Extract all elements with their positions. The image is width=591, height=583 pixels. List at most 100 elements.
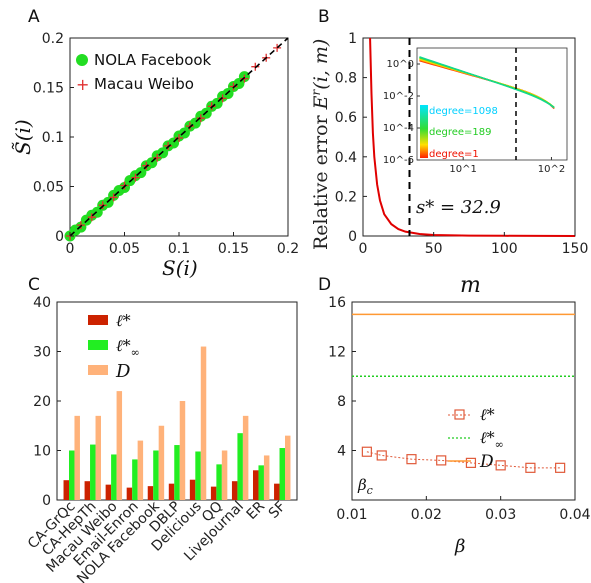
panel-d-ticks: 0.01 0.02 0.03 0.04 4 8 12 16	[328, 295, 591, 523]
lstar-marker	[555, 462, 566, 473]
panel-b-chart: 0 50 100 150 0 0.2 0.4 0.6 0.8 1 s* = 32.9 m Rela…	[309, 31, 588, 298]
bar-0	[63, 480, 69, 500]
panel-a-legend: NOLA Facebook + Macau Weibo	[76, 51, 212, 94]
legend-swatch-lstar	[88, 315, 108, 325]
inset-colorbar-label-top: degree=1098	[429, 106, 498, 117]
y-tick-label: 30	[33, 345, 51, 361]
panel-a-xlabel: S(i)	[162, 256, 198, 280]
bar-1	[69, 450, 75, 500]
inset-y-tick-label: 10^-6	[383, 155, 414, 166]
legend-marker-nola	[76, 54, 88, 66]
lstar-marker	[406, 454, 417, 465]
x-tick-label: 0.01	[336, 507, 367, 523]
y-tick-label: 12	[328, 345, 346, 361]
bar-1	[216, 464, 222, 500]
legend-label-lstar-d: ℓ*	[480, 405, 495, 424]
bar-0	[253, 470, 259, 500]
inset-ticks: 10^1 10^2 10^0 10^-2 10^-4 10^-6	[383, 59, 565, 175]
panel-b-xlabel: m	[460, 273, 481, 298]
bar-1	[279, 448, 285, 500]
lstar-marker	[495, 460, 506, 471]
macau-point	[175, 133, 183, 142]
macau-point	[196, 114, 205, 123]
legend-swatch-d	[88, 365, 108, 375]
y-tick-label: 0.4	[335, 150, 357, 166]
x-tick-label: 0.05	[109, 241, 140, 257]
panel-b-annotation: s* = 32.9	[416, 197, 501, 218]
y-tick-label: 0.8	[335, 71, 357, 87]
panel-c-bars	[63, 346, 291, 500]
bar-0	[231, 481, 238, 500]
y-tick-label: 10	[33, 444, 51, 460]
lstar-marker	[376, 450, 387, 461]
bar-2	[263, 455, 270, 500]
panel-a-identity-line	[69, 37, 289, 237]
inset-x-tick-label: 10^1	[449, 164, 476, 175]
panel-letter-d: D	[318, 275, 331, 295]
panel-d-xlabel: β	[454, 536, 465, 557]
bar-1	[258, 465, 264, 500]
bar-1	[237, 433, 243, 500]
inset-colorbar	[420, 105, 428, 158]
y-tick-label: 20	[33, 394, 51, 410]
macau-point	[87, 213, 96, 222]
inset-curve	[419, 56, 555, 109]
x-tick-label: 0.04	[559, 507, 590, 523]
panel-b-ticks: 0 50 100 150 0 0.2 0.4 0.6 0.8 1	[335, 31, 589, 257]
panel-a-chart: 0 0.05 0.1 0.15 0.2 0 0.05 0.1 0.15 0.2 NOLA Face…	[11, 31, 299, 280]
x-tick-label: 0.02	[411, 507, 442, 523]
x-tick-label: 50	[425, 241, 443, 257]
legend-label-lstar: ℓ*	[116, 311, 131, 330]
macau-point	[273, 43, 282, 52]
y-tick-label: 8	[337, 394, 346, 410]
y-tick-label: 0.2	[335, 189, 357, 205]
bar-0	[126, 487, 133, 500]
bar-1	[90, 444, 96, 500]
legend-label-d-d: D	[479, 452, 494, 472]
bar-1	[111, 454, 117, 500]
x-tick-label: 100	[491, 241, 518, 257]
y-tick-label: 1	[348, 31, 357, 47]
panel-letter-b: B	[318, 7, 330, 27]
x-tick-label: 0	[359, 241, 368, 257]
panel-letter-a: A	[28, 7, 40, 27]
inset-y-tick-label: 10^0	[387, 59, 414, 70]
bar-2	[179, 401, 186, 500]
x-tick-label: 150	[562, 241, 589, 257]
bar-2	[116, 391, 123, 500]
y-tick-label: 0.15	[33, 81, 64, 97]
bar-1	[174, 445, 180, 500]
y-tick-label: 0.05	[33, 180, 64, 196]
bar-2	[74, 415, 80, 500]
macau-point	[131, 173, 140, 182]
panel-letter-c: C	[28, 275, 40, 295]
y-tick-label: 16	[328, 295, 346, 311]
panel-b-error-curve	[369, 37, 576, 237]
panel-d-frame	[351, 301, 576, 501]
bar-0	[168, 483, 175, 500]
x-tick-label: 0.03	[485, 507, 516, 523]
lstar-marker	[436, 455, 447, 466]
legend-label-d: D	[115, 361, 131, 382]
panel-b-inset: degree=1098 degree=189 degree=1 10^1 10^2…	[383, 47, 568, 175]
legend-label-macau: Macau Weibo	[94, 75, 194, 93]
bar-2	[95, 415, 101, 500]
panel-a-ticks: 0 0.05 0.1 0.15 0.2 0 0.05 0.1 0.15 0.2	[33, 31, 299, 257]
y-tick-label: 0.1	[42, 130, 64, 146]
x-tick-label: 0.2	[277, 241, 299, 257]
bar-1	[132, 459, 138, 500]
panel-a-ylabel: S̃(i)	[11, 119, 35, 155]
y-tick-label: 0.6	[335, 110, 357, 126]
category-label: ER	[244, 498, 269, 523]
inset-curves	[419, 56, 555, 110]
y-tick-label: 0	[55, 229, 64, 245]
y-tick-label: 0	[348, 229, 357, 245]
bar-2	[242, 415, 249, 500]
x-tick-label: 0	[66, 241, 75, 257]
legend-swatch-linf	[88, 340, 108, 350]
x-tick-label: 0.1	[168, 241, 190, 257]
y-tick-label: 40	[33, 295, 51, 311]
bar-0	[189, 479, 196, 500]
